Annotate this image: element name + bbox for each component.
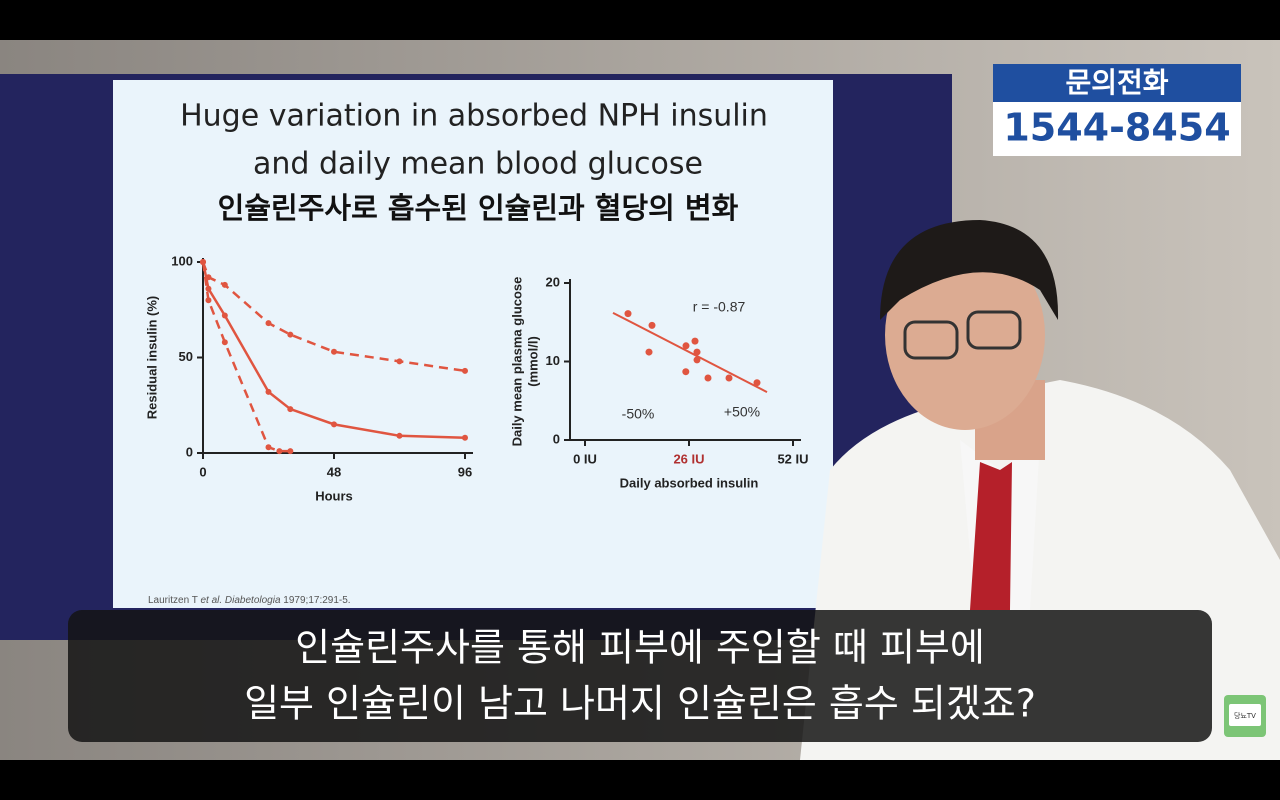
citation-part: et al. Diabetologia: [200, 595, 280, 606]
trendline: [612, 311, 768, 394]
y-tick-label: 50: [179, 349, 193, 364]
citation-part: 1979;17:291-5.: [281, 595, 351, 606]
point: [704, 374, 712, 382]
point: [682, 342, 690, 350]
slide-title-korean: 인슐린주사로 흡수된 인슐린과 혈당의 변화: [218, 191, 739, 225]
point: [287, 331, 294, 338]
point: [725, 374, 733, 382]
point: [624, 310, 632, 318]
x-tick-label: 26 IU: [673, 451, 704, 466]
point: [693, 356, 701, 364]
x-axis-label: Hours: [315, 488, 353, 503]
point: [331, 348, 337, 355]
point: [462, 367, 468, 374]
y-tick-label: 0: [186, 444, 193, 459]
point: [693, 348, 701, 356]
caption-line: 일부 인슐린이 남고 나머지 인슐린은 흡수 되겠죠?: [244, 682, 1036, 726]
slide: [113, 80, 833, 608]
y-axis-label: Daily mean plasma glucose: [509, 277, 524, 447]
phone-title: 문의전화: [1065, 66, 1168, 99]
y-axis-label: (mmol/l): [525, 336, 540, 387]
point: [691, 337, 699, 345]
x-axis-label: Daily absorbed insulin: [620, 475, 759, 490]
point: [265, 444, 272, 451]
slide-title: Huge variation in absorbed NPH insulin: [180, 99, 768, 134]
point: [276, 448, 283, 455]
line-series: [201, 261, 466, 373]
point: [265, 388, 272, 395]
y-tick-label: 0: [553, 431, 560, 446]
point: [396, 432, 403, 439]
x-tick-label: 96: [458, 464, 472, 479]
point: [645, 348, 653, 356]
point: [221, 312, 228, 319]
point: [265, 320, 272, 327]
point: [287, 406, 294, 413]
y-tick-label: 10: [546, 353, 560, 368]
y-tick-label: 100: [171, 253, 193, 268]
caption-box: [68, 610, 1212, 742]
charts: 0 50 100 0 48 96 Hours Residual insulin (%) 0 10 2…: [144, 253, 808, 503]
point: [200, 259, 206, 265]
point: [648, 321, 656, 329]
point: [462, 434, 468, 441]
citation-part: Lauritzen T: [148, 595, 200, 606]
point: [221, 281, 228, 288]
point: [753, 379, 761, 387]
annotation: -50%: [622, 406, 655, 422]
x-tick-label: 52 IU: [777, 451, 808, 466]
annotation: +50%: [724, 404, 760, 420]
annotation: r = -0.87: [693, 299, 746, 315]
point: [331, 421, 337, 428]
point: [682, 368, 690, 376]
logo-screen: [1229, 704, 1261, 726]
y-tick-label: 20: [546, 274, 560, 289]
y-axis-label: Residual insulin (%): [144, 296, 159, 420]
point: [221, 339, 228, 346]
x-tick-label: 0 IU: [573, 451, 597, 466]
x-tick-label: 0: [199, 464, 206, 479]
slide-title: and daily mean blood glucose: [253, 147, 703, 182]
line-series: [201, 261, 466, 439]
caption-line: 인슐린주사를 통해 피부에 주입할 때 피부에: [295, 626, 985, 670]
point: [396, 358, 403, 365]
point: [287, 448, 294, 455]
phone-number: 1544-8454: [1003, 106, 1230, 150]
logo-text: 당뇨TV: [1234, 711, 1256, 720]
phone-box-header: [993, 64, 1241, 102]
point: [205, 297, 212, 304]
citation: Lauritzen T et al. Diabetologia 1979;17:…: [148, 595, 351, 606]
point: [205, 285, 212, 292]
x-tick-label: 48: [327, 464, 341, 479]
